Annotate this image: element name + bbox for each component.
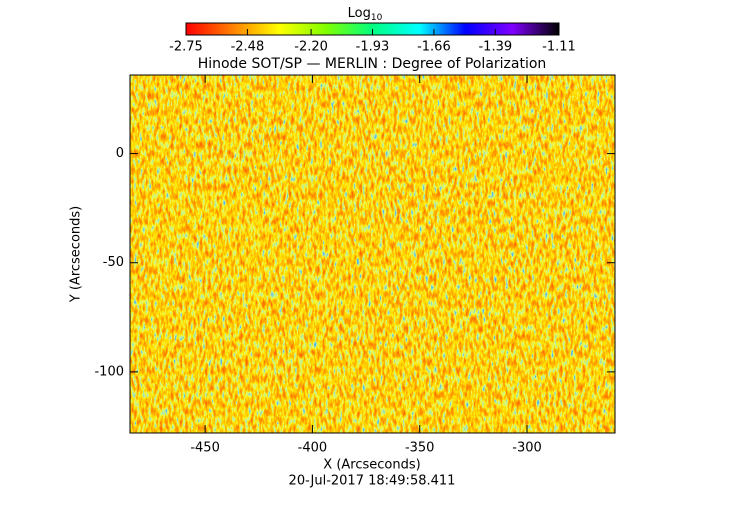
chart-title: Hinode SOT/SP — MERLIN : Degree of Polar… <box>198 56 547 72</box>
y-tick-label: -100 <box>94 364 124 379</box>
colorbar-tick-label: -2.75 <box>169 40 203 55</box>
x-axis-label: X (Arcseconds) <box>323 458 420 473</box>
colorbar-tick-label: -2.48 <box>231 40 265 55</box>
x-tick-label: -350 <box>405 441 435 456</box>
colorbar-tick-label: -1.39 <box>478 40 512 55</box>
colorbar-label-sub: 10 <box>371 13 383 23</box>
colorbar-tick-label: -1.66 <box>417 40 451 55</box>
colorbar-tick-label: -1.11 <box>542 40 576 55</box>
footer-timestamp: 20-Jul-2017 18:49:58.411 <box>289 474 456 489</box>
y-tick-label: -50 <box>103 255 124 270</box>
plot-frame <box>129 74 616 434</box>
y-axis-label: Y (Arcseconds) <box>69 206 84 303</box>
x-tick-label: -300 <box>512 441 542 456</box>
y-tick-label: 0 <box>116 146 124 161</box>
colorbar-label-main: Log <box>348 6 371 21</box>
colorbar-tick-label: -2.20 <box>294 40 328 55</box>
colorbar-label: Log10 <box>348 6 383 23</box>
colorbar-tick-label: -1.93 <box>356 40 390 55</box>
heatmap-image <box>130 75 615 433</box>
x-tick-label: -400 <box>298 441 328 456</box>
x-tick-label: -450 <box>190 441 220 456</box>
